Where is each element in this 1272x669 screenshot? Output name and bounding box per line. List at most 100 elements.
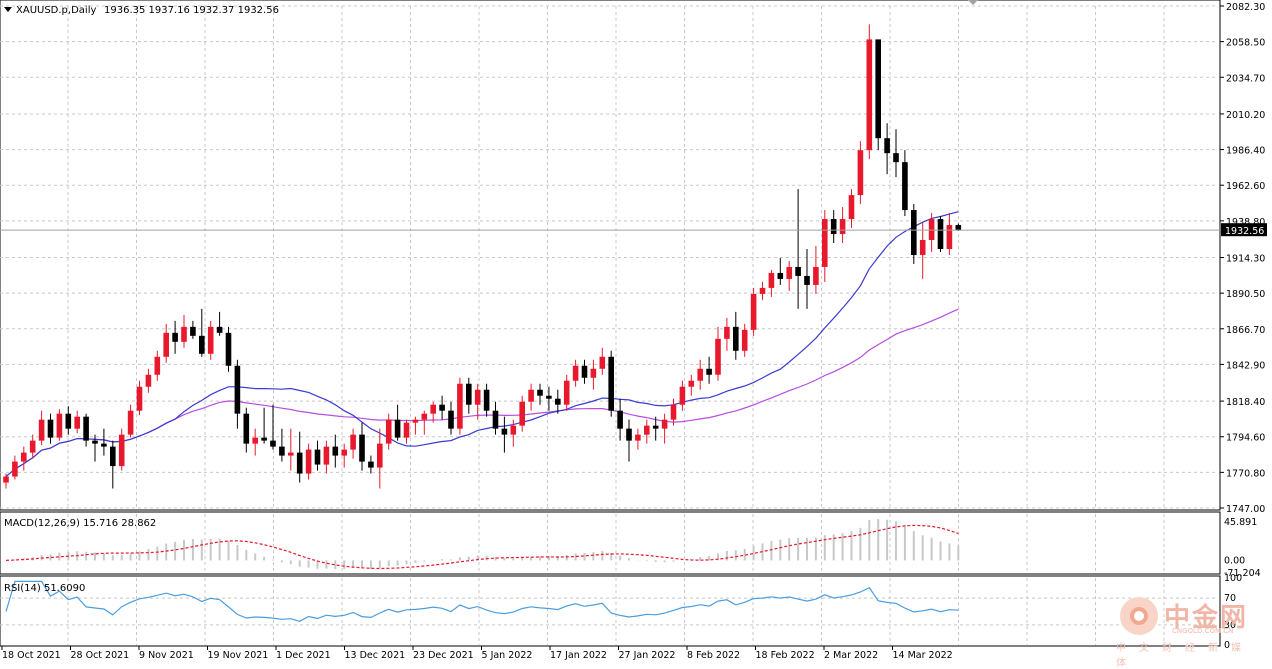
candle-body <box>652 425 659 429</box>
candle-body <box>56 413 63 438</box>
price-tick-label: 1986.40 <box>1226 146 1265 157</box>
candle-body <box>21 452 27 462</box>
candle-body <box>207 326 214 354</box>
candle-body <box>439 404 445 411</box>
macd-signal-line <box>5 524 959 570</box>
candle-body <box>181 326 187 342</box>
candle-body <box>101 443 107 447</box>
candle-body <box>118 434 125 467</box>
candle-body <box>715 338 721 375</box>
date-tick-label: 19 Nov 2021 <box>208 650 269 661</box>
candle-body <box>937 219 944 249</box>
candle-body <box>644 425 650 435</box>
candle-body <box>136 386 143 411</box>
candle-body <box>786 266 792 279</box>
candle-body <box>599 356 606 369</box>
watermark: 中金网 CNGOLD.COM.CN 中文财经新媒体 <box>1116 589 1266 669</box>
ma-fast-line <box>5 211 959 478</box>
candle-body <box>270 440 276 447</box>
candle-body <box>457 383 463 429</box>
candle-body <box>688 380 695 387</box>
date-tick-label: 27 Jan 2022 <box>619 650 676 661</box>
watermark-cn: 中金网 <box>1164 603 1249 633</box>
price-tick-label: 1818.40 <box>1226 397 1265 408</box>
current-price-label: 1932.56 <box>1225 226 1264 237</box>
main-panel <box>0 0 1221 511</box>
macd-panel <box>0 511 1221 575</box>
candle-body <box>581 365 588 378</box>
candle-body <box>3 476 9 483</box>
date-tick-label: 13 Dec 2021 <box>345 650 406 661</box>
date-tick-label: 28 Oct 2021 <box>71 650 130 661</box>
macd-tick-label: 45.891 <box>1224 517 1257 528</box>
candle-body <box>839 219 846 235</box>
candle-body <box>563 380 570 405</box>
candle-body <box>199 335 205 354</box>
candle-body <box>670 404 677 420</box>
rsi-line <box>5 580 959 622</box>
price-tick-label: 1866.70 <box>1226 325 1265 336</box>
symbol-header: XAUUSD.p,Daily <box>16 5 96 16</box>
rsi-label: RSI(14) 51.6090 <box>4 583 85 594</box>
candle-body <box>804 275 810 285</box>
candle-body <box>474 389 481 405</box>
candle-body <box>795 266 801 276</box>
candle-body <box>279 446 285 456</box>
candle-body <box>12 461 18 477</box>
candle-body <box>38 419 45 441</box>
candle-body <box>65 413 72 429</box>
candle-body <box>350 434 356 450</box>
price-tick-label: 2034.70 <box>1226 73 1265 84</box>
date-tick-label: 18 Oct 2021 <box>2 650 61 661</box>
candle-body <box>884 138 890 154</box>
macd-tick-label: -71.204 <box>1224 568 1261 579</box>
candle-body <box>394 419 401 438</box>
rsi-tick-label: 70 <box>1224 593 1236 604</box>
candle-body <box>296 452 303 474</box>
candle-body <box>145 374 152 387</box>
candle-body <box>368 461 374 468</box>
candle-body <box>608 356 614 411</box>
candle-body <box>83 416 89 441</box>
candle-body <box>92 440 98 444</box>
candle-body <box>466 383 472 405</box>
price-tick-label: 1914.30 <box>1226 254 1265 265</box>
candle-body <box>225 332 232 366</box>
candle-body <box>234 365 241 414</box>
candle-body <box>519 401 525 426</box>
candle-body <box>733 326 739 351</box>
candle-body <box>546 395 552 399</box>
candle-body <box>323 446 330 465</box>
price-tick-label: 1890.50 <box>1226 289 1265 300</box>
candle-body <box>875 39 881 139</box>
candle-body <box>830 219 837 235</box>
candle-body <box>946 225 953 249</box>
candle-body <box>243 413 250 444</box>
price-tick-label: 1747.00 <box>1226 504 1265 515</box>
candle-body <box>750 293 757 330</box>
candle-body <box>492 410 499 429</box>
candle-body <box>412 419 419 423</box>
candle-body <box>288 452 294 456</box>
candle-body <box>190 326 196 336</box>
candle-body <box>74 416 80 429</box>
candle-body <box>430 404 436 414</box>
candle-body <box>679 386 686 405</box>
date-tick-label: 18 Feb 2022 <box>756 650 815 661</box>
candle-body <box>110 446 116 467</box>
candle-body <box>955 225 962 231</box>
candle-body <box>537 389 543 396</box>
candle-body <box>857 150 864 196</box>
candle-body <box>314 449 321 465</box>
ohlc-header: 1936.35 1937.16 1932.37 1932.56 <box>104 5 279 16</box>
candle-body <box>483 389 490 411</box>
candle-body <box>706 368 712 375</box>
candle-body <box>154 356 161 375</box>
date-tick-label: 17 Jan 2022 <box>550 650 607 661</box>
candle-body <box>866 39 873 151</box>
candle-body <box>421 413 428 420</box>
rsi-tick-label: 30 <box>1224 620 1236 631</box>
candle-body <box>928 219 935 241</box>
candle-body <box>510 425 517 435</box>
